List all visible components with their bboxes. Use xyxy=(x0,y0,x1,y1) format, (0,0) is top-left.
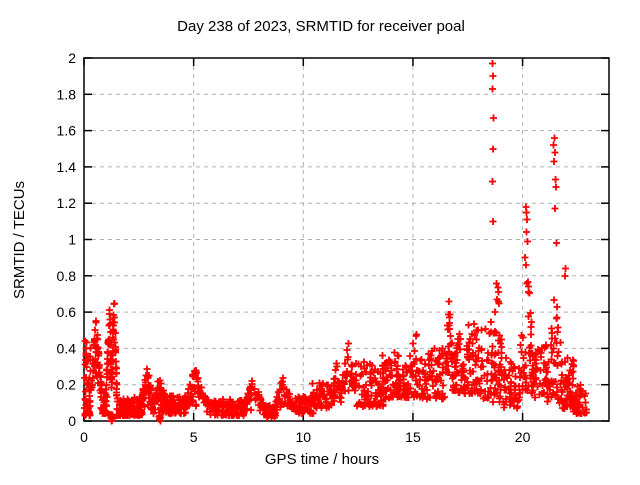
plot-border xyxy=(83,57,610,422)
x-tick-label: 15 xyxy=(405,429,421,445)
x-tick-label: 0 xyxy=(80,429,88,445)
y-tick-label: 0.8 xyxy=(57,268,77,284)
y-tick-label: 1.8 xyxy=(57,86,77,102)
x-tick-label: 5 xyxy=(190,429,198,445)
srmtid-markers xyxy=(81,60,590,425)
y-tick-label: 1 xyxy=(68,232,76,248)
x-tick-label: 10 xyxy=(296,429,312,445)
y-axis-label: SRMTID / TECUs xyxy=(11,181,28,299)
y-tick-label: 0.6 xyxy=(57,304,77,320)
y-tick-label: 2 xyxy=(68,50,76,66)
chart-title: Day 238 of 2023, SRMTID for receiver poa… xyxy=(177,18,465,35)
x-tick-label: 20 xyxy=(515,429,531,445)
data-points xyxy=(81,60,590,425)
y-tick-label: 1.6 xyxy=(57,123,77,139)
y-tick-label: 0.4 xyxy=(57,340,77,356)
x-axis-label: GPS time / hours xyxy=(265,451,379,468)
axis-ticks xyxy=(83,57,609,422)
y-tick-label: 0.2 xyxy=(57,377,77,393)
y-tick-label: 1.4 xyxy=(57,159,77,175)
tick-labels: 00.20.40.60.811.21.41.61.820 5 10 15 20 xyxy=(57,50,531,445)
y-tick-label: 1.2 xyxy=(57,195,77,211)
y-tick-label: 0 xyxy=(68,413,76,429)
grid-lines xyxy=(84,58,609,421)
